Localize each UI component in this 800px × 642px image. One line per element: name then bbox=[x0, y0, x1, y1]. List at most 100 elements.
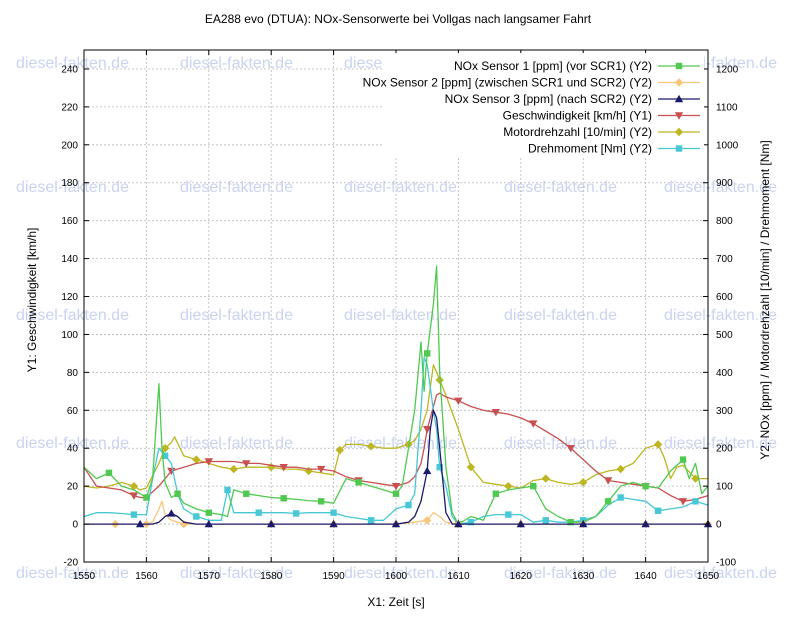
series-marker bbox=[516, 519, 525, 528]
y2-tick-label: -100 bbox=[716, 558, 736, 569]
legend-background bbox=[382, 53, 704, 157]
y1-tick-label: 0 bbox=[72, 520, 78, 531]
series-marker bbox=[505, 511, 512, 518]
series-marker bbox=[541, 474, 550, 483]
y1-tick-label: 100 bbox=[61, 330, 78, 341]
watermark-text: diesel-fakten.de bbox=[344, 565, 457, 582]
series-marker bbox=[355, 479, 362, 486]
watermark-text: diesel-fakten.de bbox=[180, 179, 293, 196]
series-marker bbox=[530, 482, 537, 490]
series-marker bbox=[542, 517, 549, 524]
y2-tick-label: 600 bbox=[716, 292, 733, 303]
series-marker bbox=[579, 519, 588, 528]
series-marker bbox=[675, 62, 683, 70]
watermark-text: diesel-fakten.de bbox=[504, 307, 617, 324]
legend: NOx Sensor 1 [ppm] (vor SCR1) (Y2) NOx Se… bbox=[363, 53, 704, 157]
series-marker bbox=[179, 519, 189, 529]
y1-tick-label: 20 bbox=[67, 482, 79, 493]
x-tick-label: 1550 bbox=[73, 571, 96, 582]
series-marker bbox=[692, 498, 699, 505]
series-marker bbox=[317, 498, 325, 505]
watermark-text: diesel-fakten.de bbox=[344, 307, 457, 324]
series-marker bbox=[492, 490, 500, 497]
y2-tick-label: 500 bbox=[716, 330, 733, 341]
watermark-text: diesel-fakten.de bbox=[16, 307, 129, 324]
legend-entry-label: NOx Sensor 1 [ppm] (vor SCR1) (Y2) bbox=[454, 59, 652, 73]
series-marker bbox=[329, 519, 338, 528]
watermark-text: diesel-fakten.de bbox=[180, 55, 293, 72]
legend-entry-label: Motordrehzahl [10/min] (Y2) bbox=[503, 125, 652, 139]
x-tick-label: 1590 bbox=[322, 571, 345, 582]
series-marker bbox=[504, 481, 513, 491]
legend-entry-label: Drehmoment [Nm] (Y2) bbox=[528, 142, 652, 156]
series-marker bbox=[192, 455, 201, 464]
legend-entry-label: NOx Sensor 3 [ppm] (nach SCR2) (Y2) bbox=[445, 92, 652, 106]
x-tick-label: 1630 bbox=[572, 571, 595, 582]
x-axis: 1550 1560 1570 1580 1590 1600 1610 1620 1630 1640… bbox=[73, 50, 720, 582]
series-3 bbox=[84, 409, 713, 528]
series-marker bbox=[566, 445, 575, 453]
y1-tick-label: 120 bbox=[61, 292, 78, 303]
series-marker bbox=[279, 463, 288, 472]
series-marker bbox=[224, 486, 231, 494]
y2-tick-label: 1100 bbox=[716, 102, 738, 113]
series-marker bbox=[129, 481, 139, 491]
series-marker bbox=[267, 519, 276, 528]
series-marker bbox=[616, 464, 625, 474]
series-marker bbox=[603, 477, 613, 485]
legend-entry-label: Geschwindigkeit [km/h] (Y1) bbox=[503, 109, 652, 123]
y2-tick-label: 1200 bbox=[716, 64, 739, 75]
y1-tick-label: -20 bbox=[64, 558, 79, 569]
watermark-text: diesel-fakten.de bbox=[16, 565, 129, 582]
y2-tick-label: 1000 bbox=[716, 140, 739, 151]
series-marker bbox=[292, 510, 300, 517]
y1-tick-label: 40 bbox=[67, 444, 79, 455]
series-marker bbox=[674, 78, 684, 87]
series-5 bbox=[83, 364, 708, 491]
watermark-text: diesel-fakten.de bbox=[664, 435, 777, 452]
watermark-text: diesel-fakten.de bbox=[664, 307, 777, 324]
series-marker bbox=[641, 519, 650, 528]
series-marker bbox=[467, 518, 475, 526]
y2-tick-label: 200 bbox=[716, 444, 733, 455]
watermark-text: diesel-fakten.de bbox=[16, 179, 129, 196]
series-marker bbox=[678, 498, 688, 506]
series-marker bbox=[436, 463, 443, 471]
series-marker bbox=[675, 145, 683, 152]
series-marker bbox=[423, 516, 432, 525]
series-marker bbox=[205, 509, 212, 516]
watermark-text: diesel-fakten.de bbox=[504, 435, 617, 452]
watermark-text: diesel-fakten.de bbox=[504, 179, 617, 196]
series-marker bbox=[316, 465, 326, 474]
watermark-text: diesel-fakten.de bbox=[504, 565, 617, 582]
series-marker bbox=[204, 458, 213, 466]
x-axis-label: X1: Zeit [s] bbox=[367, 595, 424, 609]
x-tick-label: 1580 bbox=[260, 571, 283, 582]
series-marker bbox=[454, 519, 463, 528]
series-marker bbox=[160, 444, 170, 453]
series-marker bbox=[161, 452, 169, 460]
series-marker bbox=[105, 469, 113, 477]
series-marker bbox=[642, 482, 649, 490]
y2-tick-label: 100 bbox=[716, 482, 733, 493]
series-marker bbox=[391, 519, 401, 528]
series-marker bbox=[423, 426, 432, 434]
series-marker bbox=[193, 513, 200, 520]
series-marker bbox=[654, 507, 662, 514]
series-marker bbox=[424, 350, 431, 357]
series-marker bbox=[529, 420, 538, 428]
y2-axis-label: Y2: NOx [ppm] / Motordrehzahl [10/min] /… bbox=[758, 140, 772, 459]
watermark-text: diesel-fakten.de bbox=[16, 435, 129, 452]
watermark-text: diesel-fakten.de bbox=[180, 565, 293, 582]
x-tick-label: 1570 bbox=[198, 571, 221, 582]
series-marker bbox=[143, 494, 150, 501]
y1-axis-label: Y1: Geschwindigkeit [km/h] bbox=[25, 228, 39, 373]
series-marker bbox=[391, 482, 401, 491]
y2-axis: -100 0 100 200 300 400 500 600 700 800 900 1000 1100… bbox=[703, 64, 739, 569]
series-marker bbox=[130, 511, 138, 518]
y1-tick-label: 220 bbox=[61, 102, 78, 113]
series-line bbox=[83, 364, 708, 491]
series-marker bbox=[579, 478, 588, 487]
y1-tick-label: 240 bbox=[61, 64, 78, 75]
